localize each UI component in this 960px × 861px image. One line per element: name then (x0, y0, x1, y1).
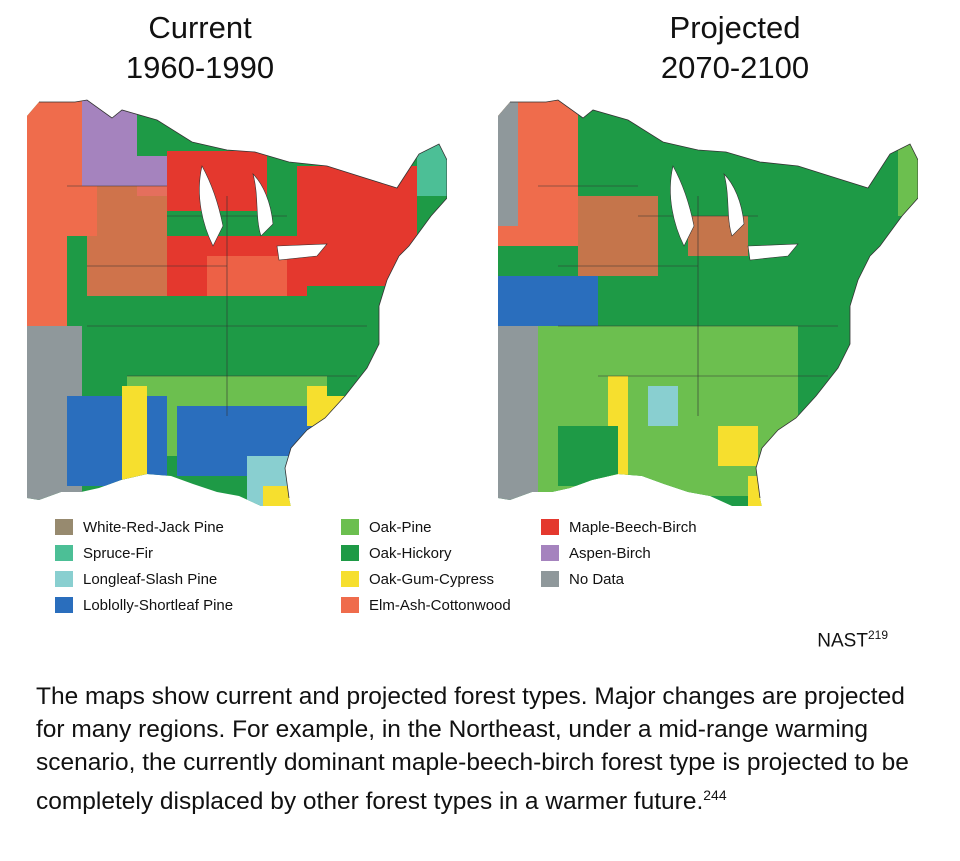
credit-text: NAST (817, 630, 868, 652)
legend-item: Longleaf-Slash Pine (55, 566, 233, 592)
legend-label: Spruce-Fir (83, 544, 154, 562)
legend-swatch (55, 597, 73, 613)
legend-item: Aspen-Birch (541, 540, 697, 566)
legend-item: Spruce-Fir (55, 540, 233, 566)
legend-swatch (55, 519, 73, 535)
legend-item: Elm-Ash-Cottonwood (341, 592, 511, 618)
credit-reference: 219 (867, 628, 888, 642)
current-map-svg (27, 99, 447, 506)
legend-swatch (341, 545, 359, 561)
title-line-2: 1960-1990 (125, 50, 275, 85)
caption-reference: 244 (703, 787, 727, 803)
legend-item: Oak-Hickory (341, 540, 511, 566)
legend-item: Loblolly-Shortleaf Pine (55, 592, 233, 618)
legend-label: Oak-Hickory (369, 544, 452, 562)
title-line-1: Current (148, 10, 252, 45)
legend-swatch (341, 571, 359, 587)
map-title-current: Current 1960-1990 (0, 8, 400, 88)
title-line-1: Projected (669, 10, 801, 45)
legend-label: Loblolly-Shortleaf Pine (83, 596, 234, 614)
legend-column-3: Maple-Beech-Birch Aspen-Birch No Data (541, 514, 697, 592)
legend-column-1: White-Red-Jack Pine Spruce-Fir Longleaf-… (55, 514, 233, 618)
map-title-projected: Projected 2070-2100 (535, 8, 935, 88)
legend-swatch (541, 545, 559, 561)
figure-caption: The maps show current and projected fore… (36, 680, 916, 818)
legend-swatch (541, 519, 559, 535)
source-credit: NAST219 (817, 628, 888, 652)
legend-label: Maple-Beech-Birch (569, 518, 697, 536)
legend-label: Oak-Gum-Cypress (369, 570, 495, 588)
legend-label: White-Red-Jack Pine (83, 518, 224, 536)
legend-item: White-Red-Jack Pine (55, 514, 233, 540)
legend-item: Oak-Pine (341, 514, 511, 540)
projected-map-svg (498, 99, 918, 506)
caption-text: The maps show current and projected fore… (36, 683, 909, 816)
legend-swatch (341, 519, 359, 535)
legend-item: No Data (541, 566, 697, 592)
legend-column-2: Oak-Pine Oak-Hickory Oak-Gum-Cypress Elm… (341, 514, 511, 618)
legend-label: Longleaf-Slash Pine (83, 570, 218, 588)
legend-label: No Data (569, 570, 625, 588)
legend-swatch (55, 545, 73, 561)
title-line-2: 2070-2100 (660, 50, 810, 85)
legend-swatch (55, 571, 73, 587)
legend-label: Aspen-Birch (569, 544, 651, 562)
legend-item: Maple-Beech-Birch (541, 514, 697, 540)
current-forest-map (27, 96, 447, 506)
legend-swatch (341, 597, 359, 613)
projected-forest-map (498, 96, 918, 506)
legend-swatch (541, 571, 559, 587)
legend-item: Oak-Gum-Cypress (341, 566, 511, 592)
legend: White-Red-Jack Pine Spruce-Fir Longleaf-… (55, 514, 755, 624)
legend-label: Elm-Ash-Cottonwood (369, 596, 511, 614)
legend-label: Oak-Pine (369, 518, 432, 536)
